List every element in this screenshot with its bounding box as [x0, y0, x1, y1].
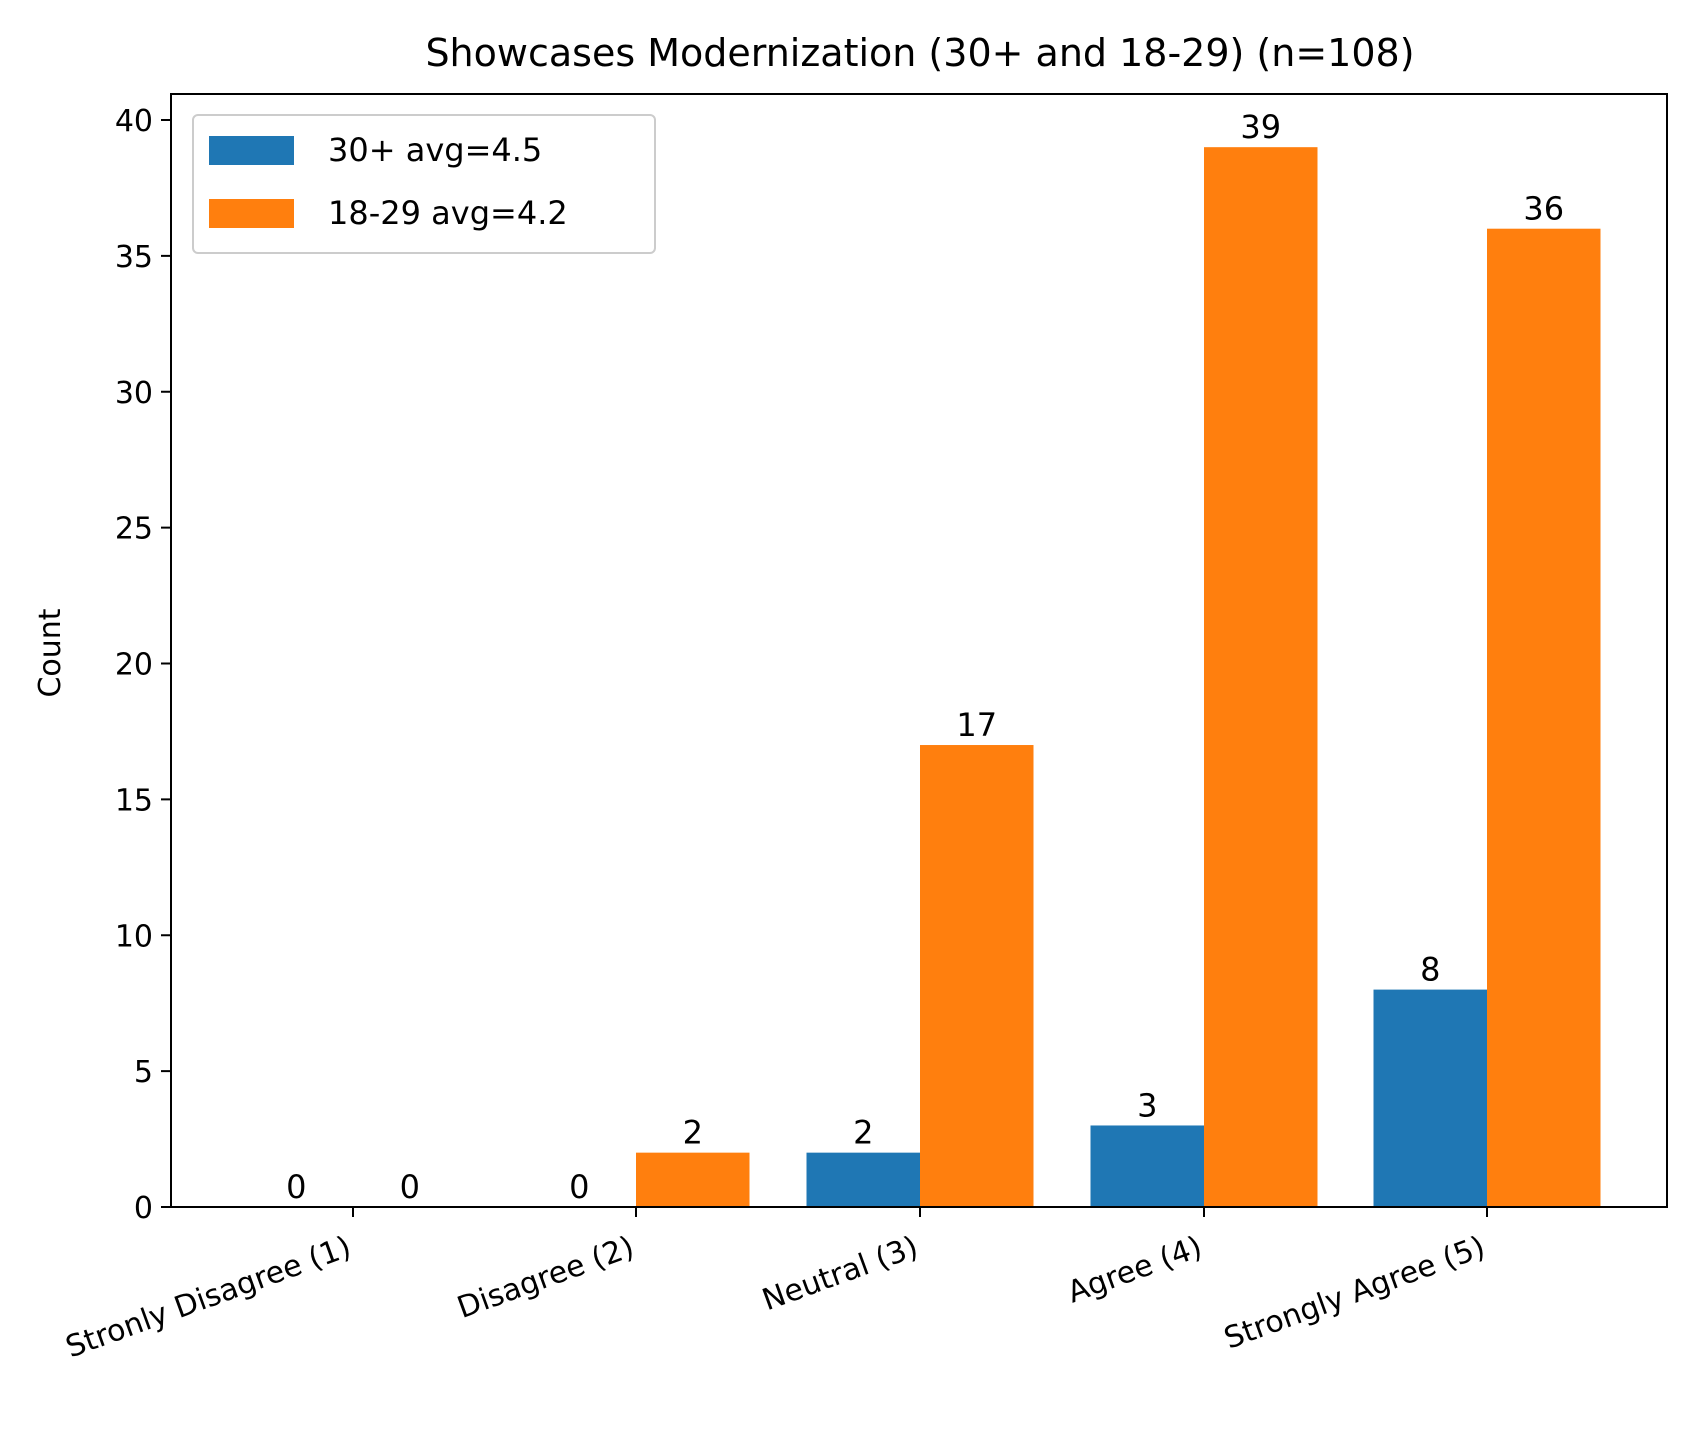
bar-series-2-3	[920, 745, 1034, 1207]
bar-series-1-3	[806, 1152, 920, 1207]
bar-series-1-5	[1373, 989, 1487, 1207]
x-tick-label: Stronly Disagree (1)	[61, 1230, 355, 1366]
data-label: 2	[683, 1114, 703, 1152]
data-label: 17	[956, 706, 997, 744]
bar-series-2-5	[1487, 228, 1601, 1207]
y-axis: 0 5 10 15 20 25 30 35 40	[115, 104, 171, 1226]
data-label: 2	[853, 1114, 873, 1152]
y-tick-label: 5	[134, 1055, 153, 1090]
data-labels-layer: 0 0 2 3 8 0 2 17 39 36	[286, 108, 1564, 1206]
x-tick-label: Agree (4)	[1063, 1230, 1207, 1311]
legend-label-1: 30+ avg=4.5	[328, 131, 542, 169]
y-tick-label: 25	[115, 512, 153, 547]
data-label: 3	[1137, 1086, 1157, 1124]
data-label: 39	[1240, 108, 1281, 146]
data-label: 36	[1523, 190, 1564, 228]
y-tick-label: 0	[134, 1191, 153, 1226]
y-tick-label: 15	[115, 783, 153, 818]
y-axis-label: Count	[33, 608, 68, 697]
x-tick-label: Disagree (2)	[453, 1230, 639, 1326]
bars-layer	[636, 147, 1601, 1207]
x-tick-label: Neutral (3)	[758, 1230, 923, 1319]
legend-label-2: 18-29 avg=4.2	[328, 194, 568, 232]
chart-title: Showcases Modernization (30+ and 18-29) …	[425, 31, 1414, 75]
bar-series-2-2	[636, 1152, 750, 1207]
data-label: 0	[569, 1168, 589, 1206]
bar-series-2-4	[1204, 147, 1318, 1207]
data-label: 8	[1420, 951, 1440, 989]
y-tick-label: 30	[115, 376, 153, 411]
data-label: 0	[286, 1168, 306, 1206]
legend-swatch-2	[209, 199, 294, 228]
data-label: 0	[400, 1168, 420, 1206]
legend: 30+ avg=4.5 18-29 avg=4.2	[192, 114, 656, 254]
x-axis: Stronly Disagree (1) Disagree (2) Neutral …	[61, 1207, 1490, 1366]
y-tick-label: 40	[115, 104, 153, 139]
bar-series-1-4	[1090, 1125, 1204, 1207]
y-tick-label: 10	[115, 919, 153, 954]
y-tick-label: 20	[115, 648, 153, 683]
y-tick-label: 35	[115, 240, 153, 275]
legend-swatch-1	[209, 136, 294, 165]
legend-box	[192, 114, 656, 254]
x-tick-label: Strongly Agree (5)	[1220, 1230, 1490, 1357]
plot-frame	[170, 93, 1668, 1208]
